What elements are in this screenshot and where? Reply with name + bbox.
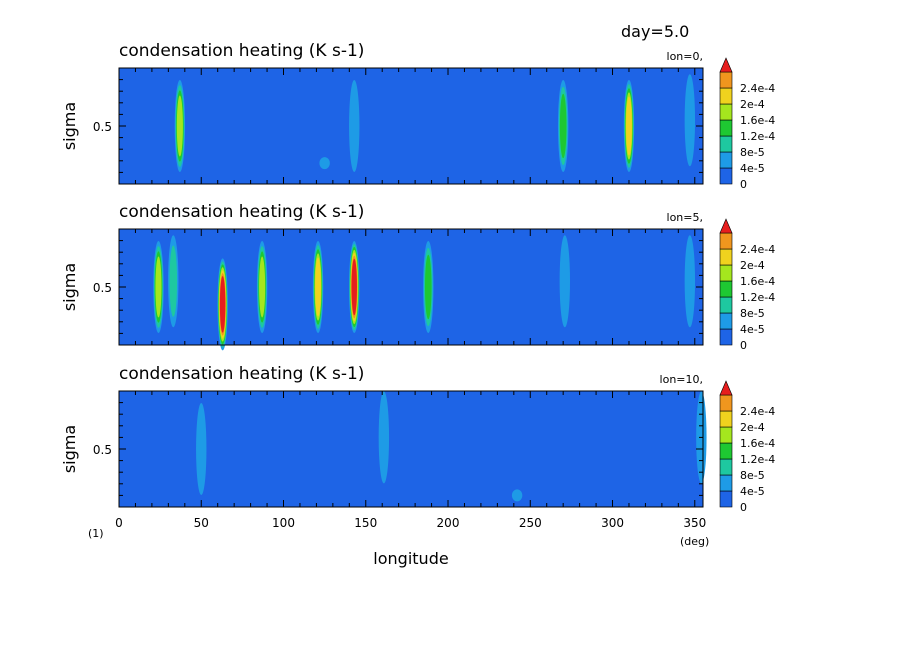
color-bar-label: 1.2e-4 <box>740 453 775 466</box>
color-bar: 0 4e-5 8e-5 1.2e-4 1.6e-4 2e-4 2.4e-4 <box>719 57 775 191</box>
plot-background <box>119 391 703 507</box>
heating-feature <box>174 80 186 172</box>
heating-feature <box>559 235 571 328</box>
y-tick-label: 0.5 <box>93 281 112 295</box>
color-bar-segment <box>719 474 733 492</box>
y-tick-label: 0.5 <box>93 120 112 134</box>
heating-feature <box>153 241 164 333</box>
heating-feature <box>557 80 569 172</box>
x-tick-label: 100 <box>272 516 295 530</box>
x-tick-label: 0 <box>115 516 123 530</box>
heating-feature <box>349 80 360 172</box>
x-tick-label: 250 <box>519 516 542 530</box>
color-bar-label: 2e-4 <box>740 98 765 111</box>
panel-subtitle: lon=5, <box>667 211 703 224</box>
color-bar-segment <box>719 264 733 282</box>
color-bar-label: 4e-5 <box>740 162 765 175</box>
panel-subtitle: lon=0, <box>667 50 703 63</box>
color-bar-label: 1.2e-4 <box>740 291 775 304</box>
panel-0: condensation heating (K s-1) lon=0, 0.5 sig… <box>60 41 775 191</box>
heating-feature <box>256 241 268 333</box>
heating-feature <box>196 403 207 495</box>
y-tick-label: 0.5 <box>93 443 112 457</box>
panels: condensation heating (K s-1) lon=0, 0.5 sig… <box>60 41 775 568</box>
heating-feature <box>623 80 635 172</box>
panel-title: condensation heating (K s-1) <box>119 364 364 384</box>
y-axis-label: sigma <box>60 263 79 311</box>
color-bar-segment <box>719 328 733 346</box>
color-bar-label: 1.6e-4 <box>740 114 775 127</box>
heating-feature <box>349 241 360 333</box>
heating-feature <box>378 391 390 484</box>
x-tick-label: 50 <box>194 516 209 530</box>
color-bar-segment <box>719 312 733 330</box>
heating-feature <box>312 241 324 333</box>
plot-background <box>119 229 703 345</box>
color-bar-label: 8e-5 <box>740 146 765 159</box>
color-bar-segment <box>719 458 733 476</box>
plot-background <box>119 68 703 184</box>
color-bar-label: 8e-5 <box>740 469 765 482</box>
heating-feature <box>511 489 523 502</box>
color-bar-extend-arrow <box>719 380 733 396</box>
color-bar-segment <box>719 248 733 266</box>
heating-feature <box>684 235 696 328</box>
color-bar-label: 2.4e-4 <box>740 405 775 418</box>
x-tick-label: 200 <box>437 516 460 530</box>
color-bar-label: 2e-4 <box>740 421 765 434</box>
heating-feature <box>684 74 696 167</box>
heating-feature <box>168 235 179 328</box>
color-bar-label: 0 <box>740 339 747 352</box>
color-bar-label: 4e-5 <box>740 485 765 498</box>
color-bar-segment <box>719 167 733 185</box>
color-bar-segment <box>719 87 733 105</box>
color-bar-extend-arrow <box>719 57 733 73</box>
color-bar-segment <box>719 71 733 89</box>
color-bar-segment <box>719 103 733 121</box>
x-tick-label: 150 <box>354 516 377 530</box>
panel-1: condensation heating (K s-1) lon=5, 0.5 sig… <box>60 202 775 352</box>
x-tick-label: 350 <box>683 516 706 530</box>
panel-title: condensation heating (K s-1) <box>119 41 364 61</box>
x-tick-label: 300 <box>601 516 624 530</box>
x-unit-label: (deg) <box>680 535 709 548</box>
color-bar-label: 2e-4 <box>740 259 765 272</box>
panel-2: condensation heating (K s-1) lon=10, 0.5 si… <box>60 364 775 568</box>
panel-title: condensation heating (K s-1) <box>119 202 364 222</box>
x-axis-label: longitude <box>373 549 448 568</box>
color-bar-label: 1.2e-4 <box>740 130 775 143</box>
color-bar-segment <box>719 135 733 153</box>
color-bar-extend-arrow <box>719 218 733 234</box>
color-bar-label: 1.6e-4 <box>740 275 775 288</box>
color-bar-segment <box>719 119 733 137</box>
color-bar-segment <box>719 232 733 250</box>
color-bar-segment <box>719 296 733 314</box>
color-bar-label: 1.6e-4 <box>740 437 775 450</box>
panel-subtitle: lon=10, <box>660 373 703 386</box>
color-bar-label: 2.4e-4 <box>740 82 775 95</box>
color-bar-label: 0 <box>740 178 747 191</box>
y-axis-label: sigma <box>60 102 79 150</box>
color-bar-segment <box>719 394 733 412</box>
color-bar-segment <box>719 442 733 460</box>
color-bar: 0 4e-5 8e-5 1.2e-4 1.6e-4 2e-4 2.4e-4 <box>719 380 775 514</box>
color-bar-segment <box>719 151 733 169</box>
color-bar-segment <box>719 426 733 444</box>
color-bar-segment <box>719 490 733 508</box>
color-bar-segment <box>719 280 733 298</box>
heating-feature <box>217 258 228 351</box>
color-bar: 0 4e-5 8e-5 1.2e-4 1.6e-4 2e-4 2.4e-4 <box>719 218 775 352</box>
heating-feature <box>319 157 330 170</box>
heating-feature <box>423 241 434 333</box>
day-label: day=5.0 <box>621 22 689 41</box>
panel-index-label: (1) <box>88 527 104 540</box>
color-bar-label: 8e-5 <box>740 307 765 320</box>
color-bar-label: 0 <box>740 501 747 514</box>
color-bar-segment <box>719 410 733 428</box>
color-bar-label: 2.4e-4 <box>740 243 775 256</box>
color-bar-label: 4e-5 <box>740 323 765 336</box>
y-axis-label: sigma <box>60 425 79 473</box>
